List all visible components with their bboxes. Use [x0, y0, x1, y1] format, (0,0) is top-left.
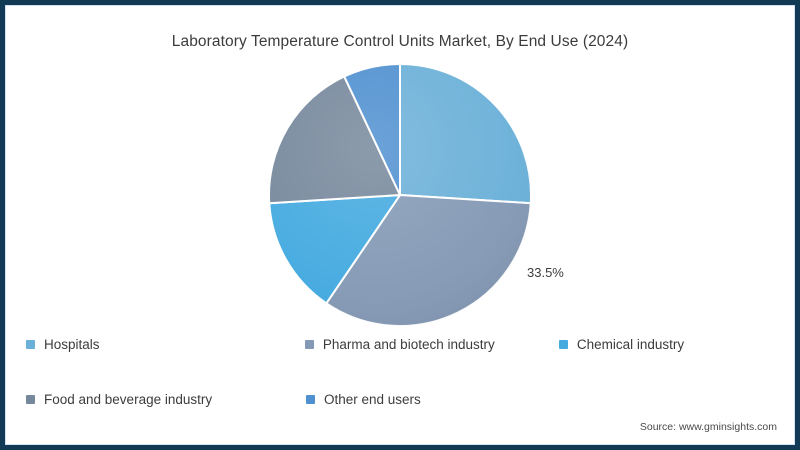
legend-item-food-and-beverage-industry[interactable]: Food and beverage industry [22, 393, 306, 407]
pie-chart [268, 63, 532, 327]
label-leader-line [516, 257, 522, 261]
slice-data-label-pharma: 33.5% [527, 265, 564, 280]
pie-chart-svg [268, 63, 532, 327]
legend-item-chemical-industry[interactable]: Chemical industry [558, 337, 778, 352]
legend-swatch-icon [26, 395, 35, 405]
legend-swatch-icon [306, 395, 315, 405]
legend-item-other-end-users[interactable]: Other end users [306, 393, 561, 407]
legend-label: Chemical industry [576, 337, 685, 352]
legend-label: Hospitals [44, 337, 100, 352]
pie-slice[interactable] [399, 63, 532, 205]
legend-item-pharma-and-biotech-industry[interactable]: Pharma and biotech industry [304, 337, 559, 352]
legend-swatch-icon [558, 340, 568, 350]
legend-label: Food and beverage industry [44, 392, 213, 407]
chart-title: Laboratory Temperature Control Units Mar… [171, 33, 629, 50]
legend-label: Other end users [324, 392, 421, 407]
legend-row: Food and beverage industry Other end use… [22, 393, 778, 424]
legend-item-hospitals[interactable]: Hospitals [22, 338, 305, 352]
legend-label: Pharma and biotech industry [322, 337, 495, 352]
chart-legend: Hospitals Pharma and biotech industry Ch… [22, 338, 778, 424]
source-attribution: Source: www.gminsights.com [639, 421, 777, 433]
legend-row: Hospitals Pharma and biotech industry Ch… [22, 338, 778, 369]
legend-swatch-icon [26, 340, 35, 350]
legend-swatch-icon [304, 340, 314, 350]
